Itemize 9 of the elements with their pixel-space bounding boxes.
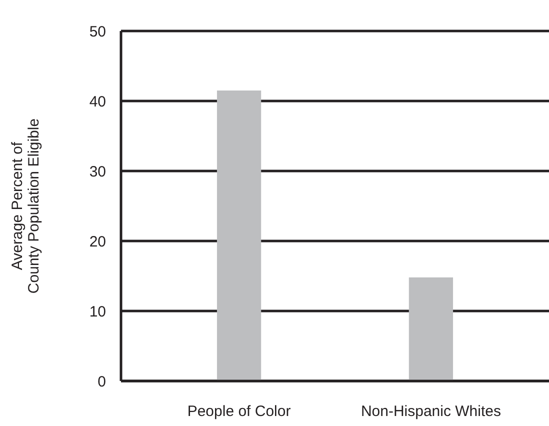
y-tick-label: 20 bbox=[89, 233, 106, 250]
x-tick-label: People of Color bbox=[187, 403, 291, 420]
y-tick-label: 10 bbox=[89, 303, 106, 320]
x-tick-label: Non-Hispanic Whites bbox=[360, 403, 501, 420]
y-tick-label: 0 bbox=[98, 373, 106, 390]
y-tick-label: 50 bbox=[89, 23, 106, 40]
y-tick-label: 40 bbox=[89, 93, 106, 110]
y-tick-label: 30 bbox=[89, 163, 106, 180]
y-axis-title: Average Percent of County Population Eligible bbox=[8, 118, 42, 294]
